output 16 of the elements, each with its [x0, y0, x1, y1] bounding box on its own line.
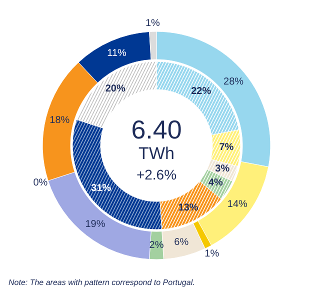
data-label: 20%	[105, 83, 126, 94]
data-label: 14%	[227, 198, 248, 210]
data-label: 2%	[149, 240, 164, 251]
data-label: 1%	[145, 18, 160, 30]
text: Note: The areas with pattern correspond to Portugal.	[8, 278, 195, 287]
data-label: 11%	[107, 48, 127, 60]
data-label: 1%	[204, 248, 220, 260]
data-label: 18%	[50, 115, 70, 126]
data-label: 3%	[215, 164, 230, 175]
text: +2.6%	[136, 166, 177, 182]
text: 6.40	[131, 114, 182, 144]
data-label: 28%	[224, 76, 244, 88]
text: TWh	[138, 144, 174, 163]
data-label: 19%	[85, 219, 106, 230]
data-label: 6%	[174, 236, 189, 248]
text: 0%	[33, 178, 48, 189]
